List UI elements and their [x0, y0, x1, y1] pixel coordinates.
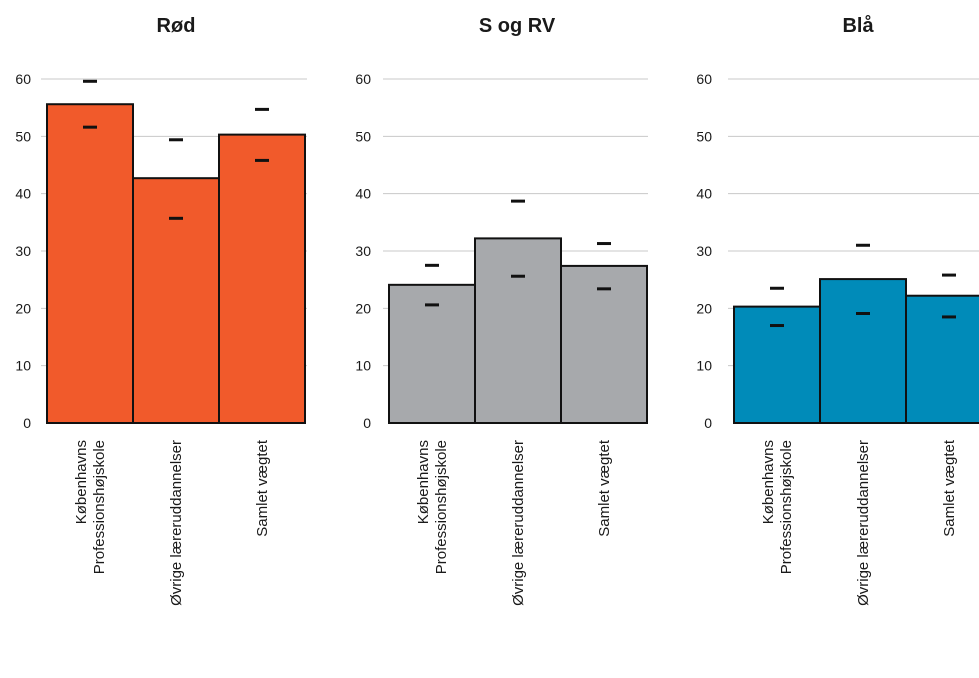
y-tick-label: 40	[15, 186, 31, 202]
y-tick-label: 50	[696, 128, 712, 144]
y-tick-label: 50	[355, 128, 371, 144]
category-label: Professionshøjskole	[778, 440, 795, 574]
panel-title: S og RV	[479, 15, 556, 37]
y-tick-label: 30	[355, 243, 371, 259]
y-tick-label: 30	[696, 243, 712, 259]
bar	[819, 278, 907, 424]
bar	[905, 294, 979, 424]
bar	[218, 133, 306, 424]
y-tick-label: 20	[355, 300, 371, 316]
y-tick-label: 0	[23, 415, 31, 431]
y-tick-label: 0	[363, 415, 371, 431]
category-label: Professionshøjskole	[433, 440, 450, 574]
y-tick-label: 0	[704, 415, 712, 431]
category-label: Københavns	[73, 440, 90, 524]
category-label: Københavns	[415, 440, 432, 524]
bar	[560, 264, 648, 425]
y-tick-label: 10	[355, 358, 371, 374]
y-tick-label: 20	[696, 300, 712, 316]
category-label: Samlet vægtet	[596, 439, 613, 537]
y-tick-label: 50	[15, 128, 31, 144]
y-tick-label: 30	[15, 243, 31, 259]
category-label: Københavns	[760, 440, 777, 524]
y-tick-label: 60	[355, 71, 371, 87]
y-tick-label: 40	[696, 186, 712, 202]
category-label: Professionshøjskole	[91, 440, 108, 574]
y-tick-label: 60	[696, 71, 712, 87]
bar	[474, 237, 562, 424]
y-tick-label: 10	[15, 358, 31, 374]
y-tick-label: 60	[15, 71, 31, 87]
bar	[132, 177, 220, 424]
panel-title: Rød	[157, 15, 196, 37]
category-label: Øvrige læreruddannelser	[168, 440, 185, 606]
bar	[46, 103, 134, 425]
category-label: Øvrige læreruddannelser	[510, 440, 527, 606]
y-tick-label: 10	[696, 358, 712, 374]
y-tick-label: 20	[15, 300, 31, 316]
category-label: Samlet vægtet	[941, 439, 958, 537]
category-label: Øvrige læreruddannelser	[855, 440, 872, 606]
y-tick-label: 40	[355, 186, 371, 202]
category-label: Samlet vægtet	[254, 439, 271, 537]
panel-title: Blå	[842, 14, 874, 37]
